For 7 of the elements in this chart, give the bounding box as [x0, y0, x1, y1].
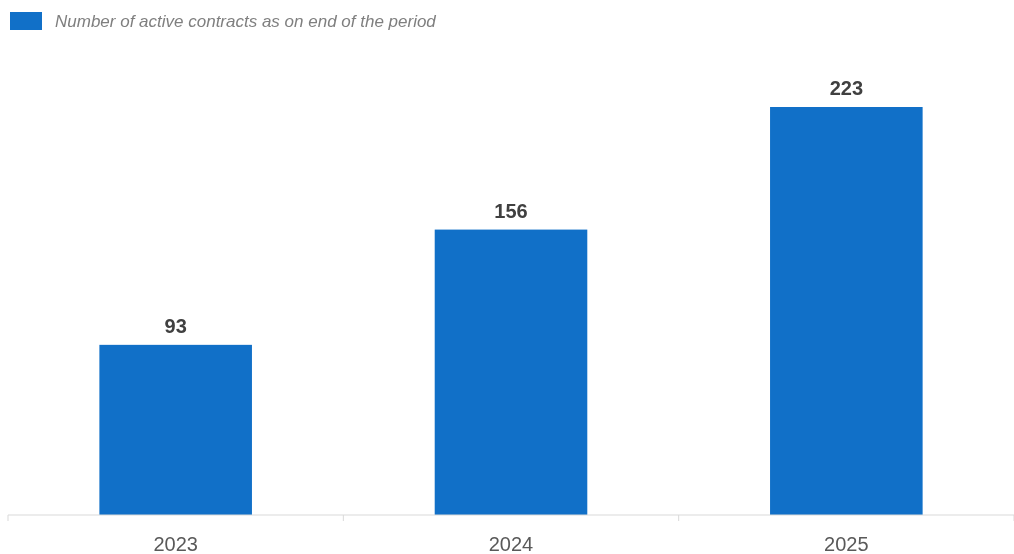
- x-tick-label: 2023: [153, 533, 198, 554]
- data-label: 223: [829, 77, 864, 99]
- data-label: 156: [494, 199, 528, 222]
- x-tick-label: 2025: [824, 533, 869, 554]
- x-tick-label: 2024: [488, 533, 534, 554]
- data-label: 93: [164, 314, 187, 337]
- legend-label: Number of active contracts as on end of the period: [55, 12, 437, 31]
